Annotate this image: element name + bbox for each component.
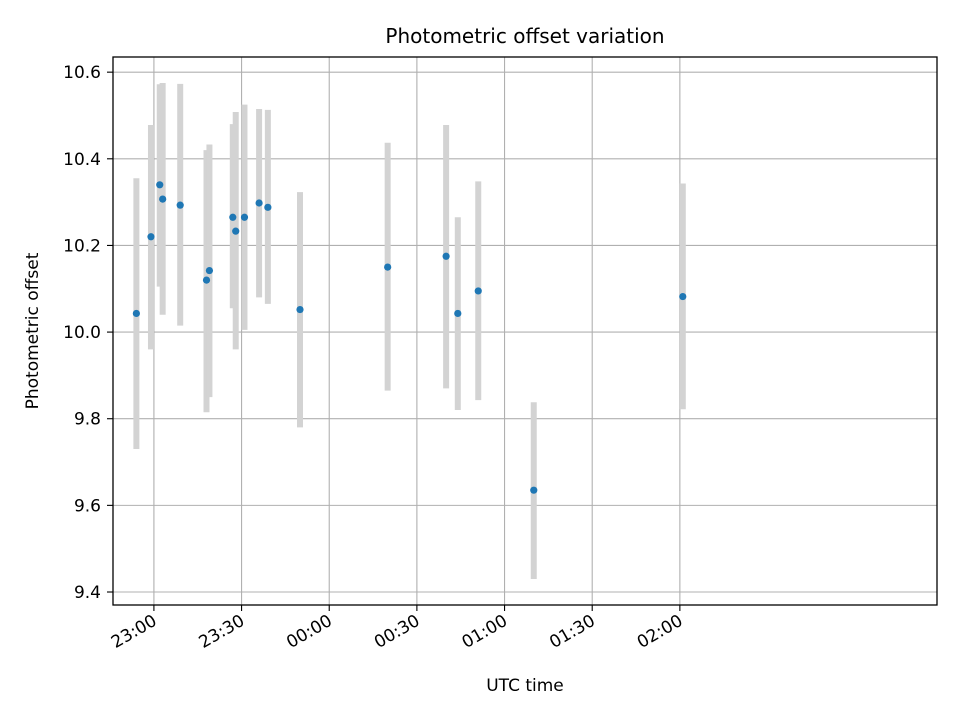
data-point: [296, 305, 304, 314]
data-point: [156, 181, 164, 189]
data-point: [240, 213, 249, 221]
y-tick-label: 10.4: [63, 150, 101, 170]
data-point: [474, 287, 482, 295]
data-point: [232, 227, 240, 235]
plot-frame: [112, 56, 938, 606]
data-point: [176, 201, 184, 209]
y-tick-label: 10.2: [63, 236, 101, 256]
data-point: [255, 199, 263, 207]
data-point: [202, 276, 211, 284]
data-point: [442, 252, 450, 260]
y-tick-label: 9.4: [74, 583, 101, 603]
data-point: [132, 309, 140, 318]
data-point: [205, 266, 214, 275]
data-point: [229, 213, 237, 221]
data-point: [264, 203, 272, 211]
chart-title: Photometric offset variation: [385, 24, 664, 48]
y-tick-label: 10.0: [63, 323, 101, 343]
data-point: [147, 233, 155, 241]
data-point: [454, 309, 462, 318]
plot-area: [113, 57, 937, 605]
data-point: [384, 263, 392, 271]
data-points: [132, 181, 687, 494]
y-axis-label: Photometric offset: [23, 252, 43, 409]
data-point: [679, 292, 687, 301]
data-point: [159, 195, 167, 203]
y-tick-label: 9.6: [74, 496, 101, 516]
data-point: [530, 486, 538, 494]
y-tick-label: 9.8: [74, 410, 101, 430]
x-axis-label: UTC time: [486, 676, 564, 696]
y-tick-label: 10.6: [63, 63, 101, 83]
